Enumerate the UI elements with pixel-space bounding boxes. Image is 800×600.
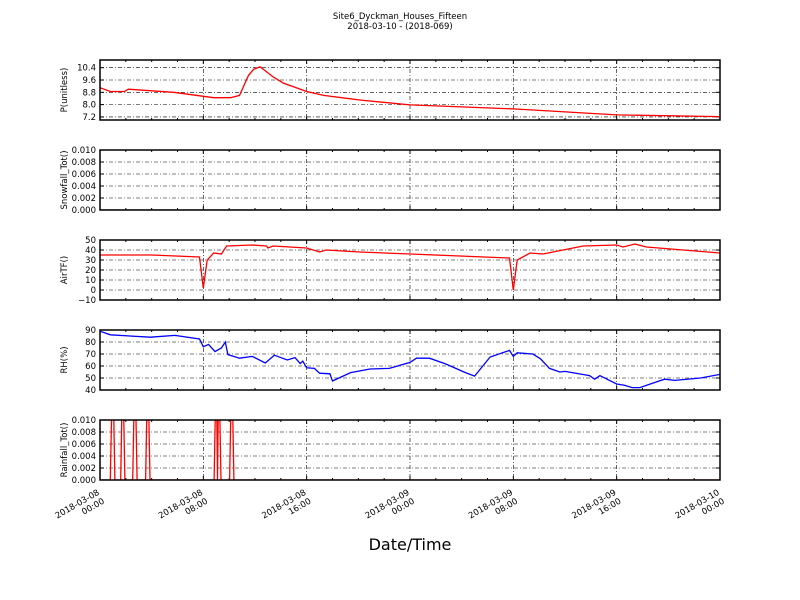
y-tick-label: 0.004 [72,182,96,192]
y-tick-label: 0.006 [72,440,96,450]
y-tick-label: 70 [85,350,96,360]
y-tick-label: 10.4 [77,64,96,74]
y-tick-label: 8.8 [82,88,96,98]
y-tick-label: 90 [85,326,96,336]
y-tick-label: 0.002 [72,194,96,204]
y-tick-label: 0.006 [72,170,96,180]
y-axis-label: P(unitless) [60,68,70,113]
y-tick-label: 9.6 [82,76,96,86]
y-tick-label: 60 [85,362,96,372]
chart-subtitle: 2018-03-10 - (2018-069) [347,22,452,32]
y-tick-label: 0.010 [72,146,96,156]
subplot-5: 0.000 0.002 0.004 0.006 0.008 0.010Rainfall_T… [60,416,721,486]
y-tick-label: 0.004 [72,452,96,462]
y-tick-label: 8.0 [82,101,96,111]
y-tick-label: 0.010 [72,416,96,426]
y-tick-label: 10 [85,276,96,286]
y-axis-label: RH(%) [60,346,70,373]
y-axis-label: Snowfall_Tot() [60,150,70,209]
subplots: 7.28.08.89.610.4P(unitless)0.0000.0020.0… [54,59,727,521]
subplot-2: 0.000 0.002 0.004 0.006 0.008 0.010Snowfall_T… [60,146,721,216]
series-line-rh- [100,330,720,389]
y-axis-label: AirTF() [60,256,70,284]
y-tick-label: 50 [85,374,96,384]
y-tick-label: 0 [91,286,96,296]
y-tick-label: −10 [78,296,96,306]
y-tick-label: 0.008 [72,158,96,168]
y-tick-label: 0.000 [72,206,96,216]
axes-frame [99,329,721,391]
y-tick-label: 0.002 [72,464,96,474]
subplot-4: 40 50 60 70 80 90 RH(%) [60,326,721,396]
y-axis-label: Rainfall_Tot() [60,423,70,478]
y-tick-label: 30 [85,256,96,266]
subplot-1: 7.2 8.0 8.8 9.6 10.4 P(unitless) [60,59,721,123]
y-tick-label: 80 [85,338,96,348]
axes-frame [99,419,721,481]
x-axis-label: Date/Time [369,535,452,554]
y-tick-label: 0.008 [72,428,96,438]
chart-title: Site6_Dyckman_Houses_Fifteen [333,12,467,22]
y-tick-label: 50 [85,236,96,246]
axes-frame [99,239,721,301]
y-tick-label: 20 [85,266,96,276]
y-tick-label: 7.2 [82,113,96,123]
series-line-airtf- [100,243,720,291]
y-tick-label: 40 [85,246,96,256]
series-line-p-unitless- [100,66,720,118]
axes-frame [99,149,721,211]
axes-frame [99,59,721,121]
y-tick-label: 40 [85,386,96,396]
y-tick-label: 0.000 [72,476,96,486]
